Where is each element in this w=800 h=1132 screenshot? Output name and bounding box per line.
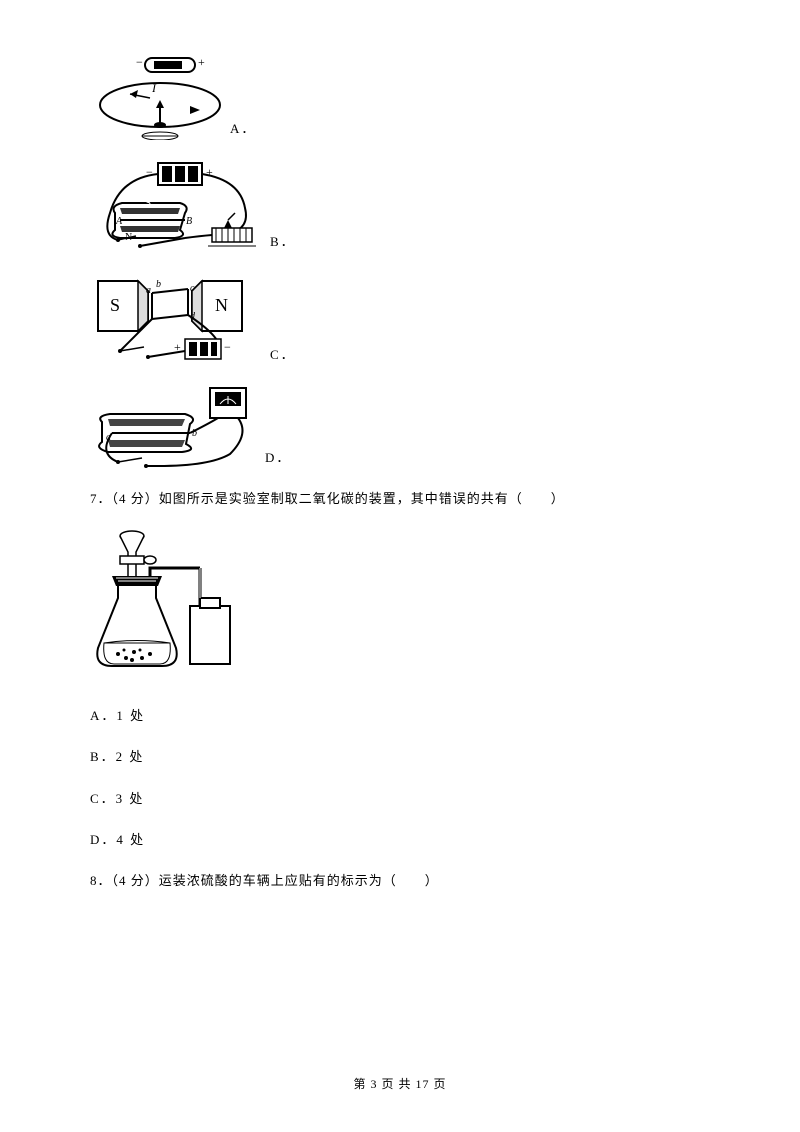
q6-option-a-label: A． <box>230 121 256 140</box>
svg-text:+: + <box>198 55 205 69</box>
q6-figure-d: a b <box>90 384 265 469</box>
q7-option-d: D．4 处 <box>90 828 710 851</box>
svg-text:−: − <box>136 55 143 69</box>
svg-text:a: a <box>146 285 151 296</box>
svg-text:S: S <box>110 295 120 315</box>
q6-figure-a: − + I <box>90 50 230 140</box>
page-footer: 第 3 页 共 17 页 <box>0 1074 800 1096</box>
q6-option-c-label: C． <box>270 347 296 366</box>
svg-text:A: A <box>115 216 123 227</box>
svg-text:b: b <box>156 279 161 290</box>
svg-text:N: N <box>215 295 228 315</box>
svg-text:S: S <box>145 197 151 209</box>
q6-option-d: a b D． <box>90 384 710 469</box>
q6-figure-b: − + S N A B <box>90 158 270 253</box>
q7-option-b: B．2 处 <box>90 745 710 768</box>
q7-option-c: C．3 处 <box>90 787 710 810</box>
q6-option-d-label: D． <box>265 450 291 469</box>
q6-option-a: − + I A． <box>90 50 710 140</box>
svg-text:c: c <box>190 283 195 294</box>
q7-stem: 7．（4 分）如图所示是实验室制取二氧化碳的装置，其中错误的共有（ ） <box>90 487 710 510</box>
q6-option-b: − + S N A B <box>90 158 710 253</box>
q8-stem: 8．（4 分）运装浓硫酸的车辆上应贴有的标示为（ ） <box>90 869 710 892</box>
svg-text:B: B <box>186 216 192 227</box>
q7-option-a: A．1 处 <box>90 704 710 727</box>
q6-option-b-label: B． <box>270 234 296 253</box>
q6-option-c: S N a b c d + − <box>90 271 710 366</box>
svg-text:−: − <box>224 340 231 354</box>
q7-figure <box>90 528 710 685</box>
q6-figure-c: S N a b c d + − <box>90 271 270 366</box>
